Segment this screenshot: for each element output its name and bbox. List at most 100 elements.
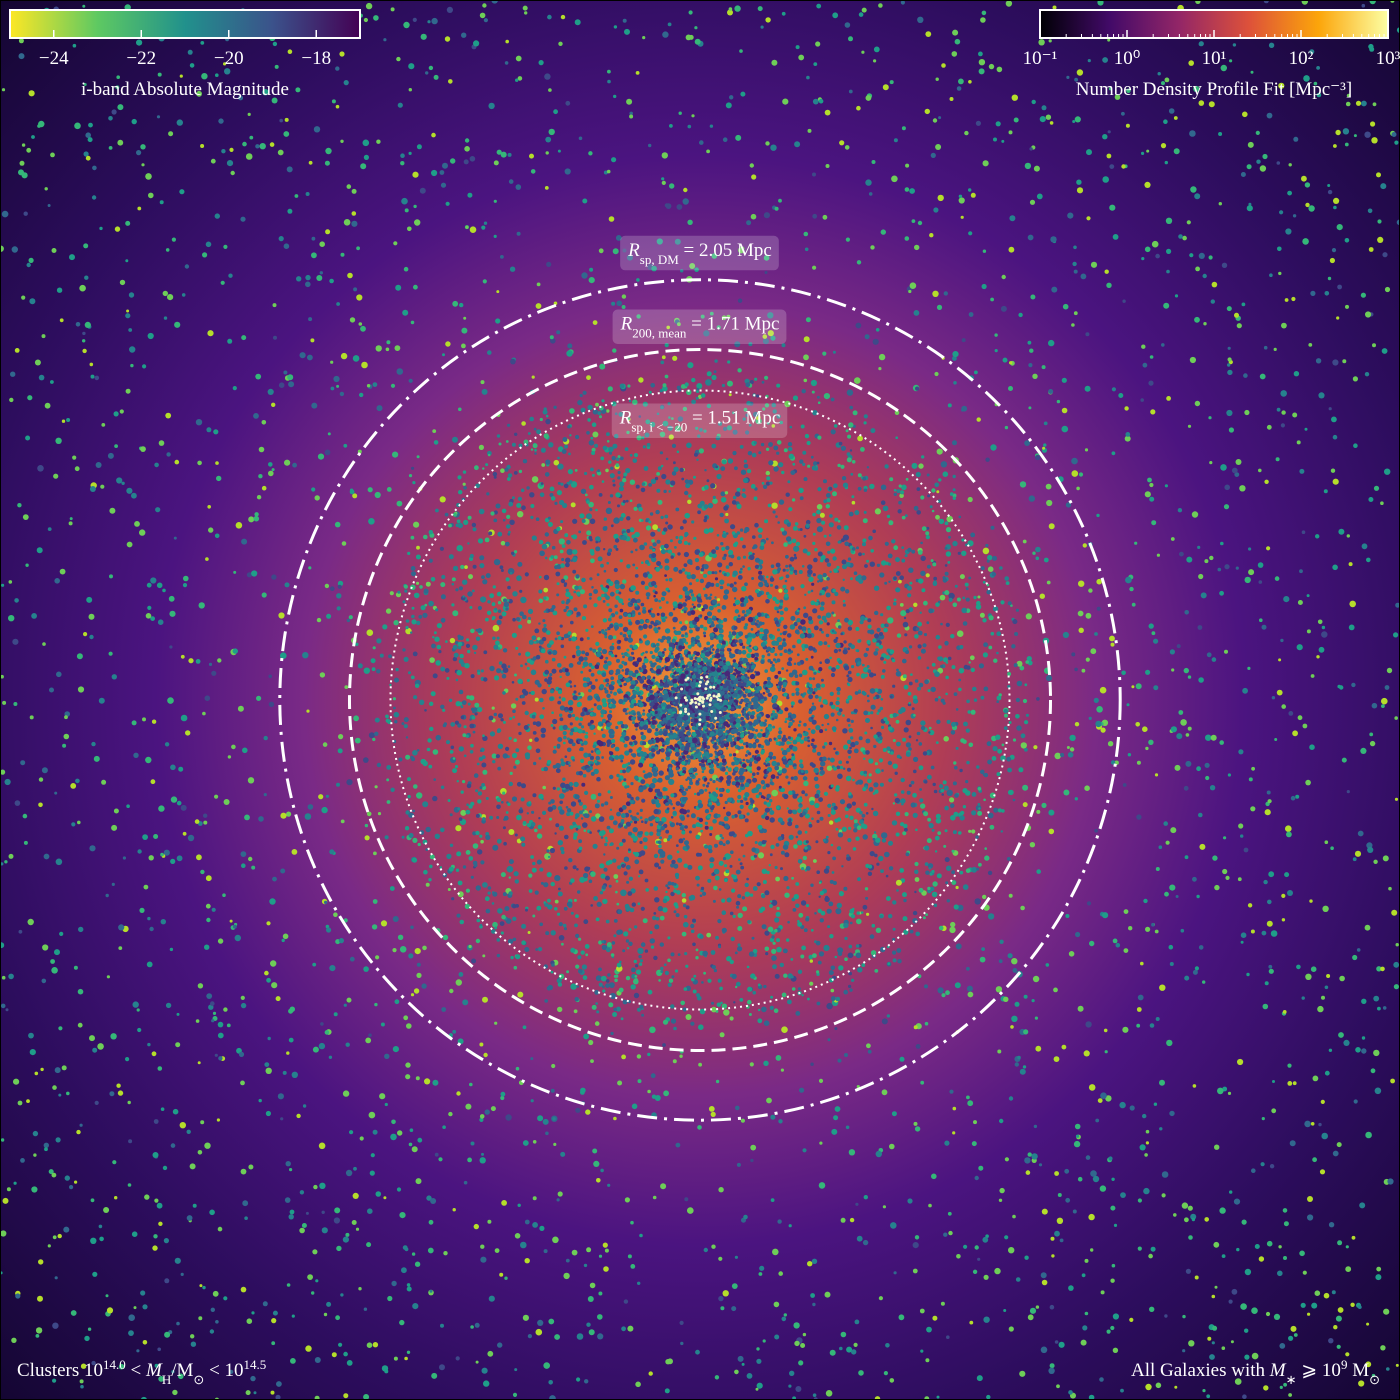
galaxy — [868, 672, 875, 678]
galaxy — [715, 1079, 720, 1084]
galaxy — [1232, 43, 1237, 47]
galaxy — [436, 623, 442, 629]
galaxy — [577, 955, 582, 960]
galaxy — [802, 462, 806, 466]
galaxy — [950, 921, 956, 928]
galaxy — [630, 1264, 636, 1269]
galaxy — [134, 521, 140, 527]
galaxy — [1288, 1335, 1294, 1341]
galaxy — [996, 631, 1001, 636]
galaxy — [661, 180, 666, 185]
galaxy — [368, 1111, 376, 1119]
galaxy — [809, 959, 813, 963]
galaxy — [1023, 994, 1028, 999]
galaxy — [1211, 1294, 1216, 1299]
galaxy — [386, 487, 392, 492]
galaxy — [1321, 1132, 1328, 1140]
galaxy — [1211, 657, 1217, 662]
galaxy — [1218, 132, 1223, 136]
galaxy — [211, 1019, 215, 1023]
galaxy — [1090, 261, 1098, 268]
galaxy — [1228, 1299, 1233, 1304]
galaxy — [751, 174, 757, 180]
galaxy — [1359, 1202, 1366, 1209]
galaxy — [778, 1119, 783, 1124]
galaxy — [1046, 499, 1053, 507]
galaxy — [1318, 1122, 1322, 1127]
galaxy — [986, 1394, 991, 1400]
galaxy — [242, 1200, 249, 1207]
galaxy — [204, 1142, 211, 1149]
galaxy — [1068, 951, 1075, 957]
galaxy — [405, 619, 410, 623]
galaxy — [1041, 105, 1047, 111]
galaxy — [452, 1029, 457, 1034]
galaxy — [956, 630, 964, 637]
galaxy — [607, 1183, 611, 1187]
galaxy — [553, 109, 558, 115]
galaxy — [558, 538, 565, 545]
galaxy — [982, 249, 987, 253]
galaxy — [1223, 504, 1230, 510]
galaxy — [1394, 140, 1399, 145]
galaxy — [1095, 1118, 1100, 1123]
galaxy — [1194, 400, 1201, 407]
galaxy — [1366, 1322, 1370, 1326]
galaxy — [52, 1322, 59, 1329]
galaxy — [915, 1044, 921, 1049]
galaxy — [1365, 1131, 1372, 1139]
galaxy — [837, 947, 844, 954]
galaxy — [271, 574, 277, 580]
galaxy — [1194, 316, 1200, 323]
galaxy — [1003, 726, 1008, 730]
galaxy — [812, 213, 818, 219]
galaxy — [424, 1078, 431, 1085]
galaxy — [787, 920, 790, 924]
galaxy — [608, 216, 615, 222]
galaxy — [1035, 454, 1041, 461]
galaxy — [852, 410, 858, 416]
galaxy — [679, 621, 683, 625]
galaxy — [1173, 116, 1178, 120]
galaxy — [469, 1082, 473, 1087]
galaxy — [462, 780, 466, 784]
galaxy — [981, 10, 987, 16]
galaxy — [299, 1227, 305, 1234]
galaxy — [131, 118, 137, 125]
galaxy — [55, 437, 62, 444]
galaxy — [66, 418, 71, 422]
galaxy — [902, 674, 907, 679]
galaxy — [170, 858, 176, 865]
galaxy — [1171, 668, 1175, 672]
galaxy — [1244, 1268, 1252, 1276]
galaxy — [1145, 746, 1149, 751]
galaxy — [114, 444, 118, 448]
galaxy — [808, 727, 811, 731]
galaxy — [852, 778, 855, 782]
galaxy — [329, 849, 335, 855]
galaxy — [426, 1195, 432, 1201]
galaxy — [172, 1389, 178, 1396]
galaxy — [1018, 312, 1023, 318]
galaxy — [326, 613, 332, 619]
galaxy — [371, 667, 376, 672]
galaxy — [544, 472, 550, 477]
galaxy — [1332, 1150, 1339, 1157]
galaxy — [582, 198, 588, 204]
galaxy — [1246, 205, 1253, 212]
galaxy — [1150, 1246, 1156, 1252]
galaxy — [935, 602, 940, 607]
galaxy — [746, 812, 750, 816]
galaxy — [1153, 685, 1159, 691]
galaxy — [914, 634, 919, 639]
galaxy — [1102, 57, 1108, 63]
galaxy — [422, 612, 428, 618]
galaxy — [656, 238, 663, 245]
galaxy — [687, 499, 692, 504]
galaxy — [839, 799, 846, 805]
galaxy — [1158, 845, 1163, 849]
galaxy — [1002, 357, 1008, 363]
galaxy — [0, 674, 4, 679]
galaxy — [627, 1325, 634, 1332]
galaxy — [777, 567, 781, 571]
